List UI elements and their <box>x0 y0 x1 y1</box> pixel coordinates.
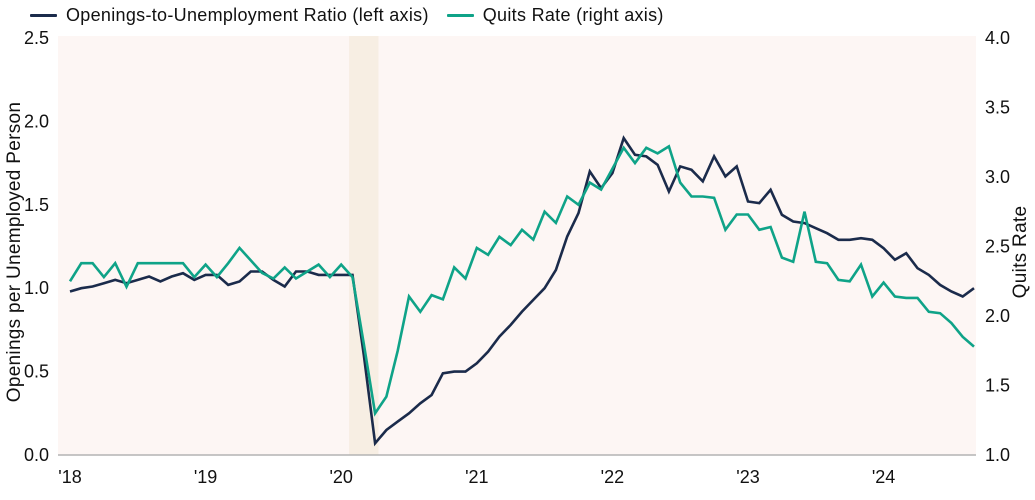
openings-ratio-legend-label: Openings-to-Unemployment Ratio (left axi… <box>66 5 429 25</box>
left-axis-tick-label: 0.0 <box>24 445 49 465</box>
right-axis-tick-label: 4.0 <box>985 28 1010 48</box>
x-axis-tick-label: '19 <box>194 467 217 487</box>
quits-rate-series-line <box>68 144 975 417</box>
legend-item-quits-rate: Quits Rate (right axis) <box>446 5 664 26</box>
x-axis-tick-label: '20 <box>329 467 352 487</box>
x-axis-tick-label: '23 <box>736 467 759 487</box>
left-axis-tick-label: 1.5 <box>24 195 49 215</box>
legend-item-openings-ratio: Openings-to-Unemployment Ratio (left axi… <box>30 5 429 26</box>
x-axis-tick-label: '22 <box>601 467 624 487</box>
x-axis-tick-label: '21 <box>465 467 488 487</box>
recession-band <box>349 36 379 455</box>
right-axis-tick-label: 3.5 <box>985 98 1010 118</box>
x-axis-tick-label: '24 <box>872 467 895 487</box>
openings-ratio-line-swatch <box>30 14 57 17</box>
left-axis-tick-label: 2.5 <box>24 28 49 48</box>
right-axis-tick-label: 1.5 <box>985 376 1010 396</box>
left-axis-tick-label: 2.0 <box>24 111 49 131</box>
legend: Openings-to-Unemployment Ratio (left axi… <box>30 5 664 26</box>
right-axis-tick-label: 1.0 <box>985 445 1010 465</box>
x-axis-tick-label: '18 <box>58 467 81 487</box>
left-axis-tick-label: 0.5 <box>24 362 49 382</box>
right-axis-tick-label: 2.0 <box>985 306 1010 326</box>
right-axis-tick-label: 2.5 <box>985 237 1010 257</box>
quits-rate-legend-label: Quits Rate (right axis) <box>482 5 664 25</box>
right-axis-tick-label: 3.0 <box>985 167 1010 187</box>
quits-rate-line-swatch <box>446 14 474 17</box>
openings-ratio-series-line <box>69 135 975 447</box>
plot-background <box>58 36 976 455</box>
left-axis-tick-label: 1.0 <box>24 278 49 298</box>
